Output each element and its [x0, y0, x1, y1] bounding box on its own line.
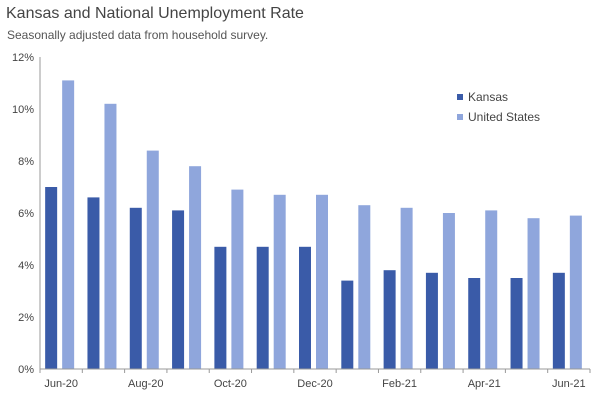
x-axis-labels: Jun-20 Aug-20 Oct-20 Dec-20 Feb-21 Apr-21 Jun-…: [44, 378, 585, 390]
bar-united-states-apr-21: [485, 210, 498, 369]
bar-united-states-feb-21: [400, 207, 413, 369]
bar-united-states-jan-21: [358, 205, 371, 369]
bar-kansas-mar-21: [425, 272, 438, 369]
bar-kansas-feb-21: [383, 270, 396, 369]
chart-subtitle: Seasonally adjusted data from household …: [7, 28, 269, 42]
y-tick-label: 8%: [18, 156, 34, 168]
bar-kansas-jun-20: [45, 187, 58, 369]
x-tick-label: Jun-21: [552, 378, 586, 390]
x-axis-ticks: [39, 369, 591, 373]
bar-kansas-sep-20: [172, 210, 185, 369]
bar-united-states-sep-20: [189, 166, 202, 369]
legend-label-kansas: Kansas: [468, 90, 508, 104]
bar-kansas-jan-21: [341, 280, 354, 369]
bar-united-states-oct-20: [231, 189, 244, 369]
bar-united-states-jun-20: [62, 80, 75, 370]
bar-united-states-mar-21: [442, 213, 455, 369]
y-tick-label: 4%: [18, 260, 34, 272]
legend-label-united-states: United States: [468, 110, 540, 124]
bar-kansas-aug-20: [129, 207, 142, 369]
x-tick-label: Dec-20: [297, 378, 332, 390]
bar-kansas-jun-21: [552, 272, 565, 369]
y-tick-label: 6%: [18, 208, 34, 220]
bars: [45, 80, 582, 370]
y-tick-label: 10%: [12, 104, 34, 116]
legend: Kansas United States: [457, 90, 540, 124]
bar-kansas-oct-20: [214, 246, 227, 369]
bar-united-states-jun-21: [569, 215, 582, 369]
y-tick-label: 12%: [12, 52, 34, 64]
bar-united-states-dec-20: [316, 194, 328, 369]
bar-united-states-nov-20: [273, 194, 286, 369]
legend-swatch-kansas: [457, 94, 463, 100]
legend-swatch-united-states: [457, 114, 463, 120]
bar-united-states-jul-20: [104, 103, 117, 370]
bar-united-states-aug-20: [146, 150, 159, 369]
y-tick-label: 2%: [18, 312, 34, 324]
bar-kansas-nov-20: [256, 246, 269, 369]
bar-kansas-jul-20: [87, 197, 100, 369]
chart-title: Kansas and National Unemployment Rate: [6, 5, 304, 22]
bar-kansas-dec-20: [299, 246, 311, 369]
x-tick-label: Oct-20: [214, 378, 247, 390]
x-tick-label: Aug-20: [128, 378, 163, 390]
y-tick-label: 0%: [18, 364, 34, 376]
bar-united-states-may-21: [527, 218, 540, 369]
x-tick-label: Jun-20: [44, 378, 78, 390]
bar-kansas-apr-21: [468, 278, 481, 369]
x-tick-label: Apr-21: [468, 378, 501, 390]
y-axis-labels: 0% 2% 4% 6% 8% 10% 12%: [12, 52, 34, 376]
bar-kansas-may-21: [510, 278, 523, 369]
x-tick-label: Feb-21: [382, 378, 417, 390]
